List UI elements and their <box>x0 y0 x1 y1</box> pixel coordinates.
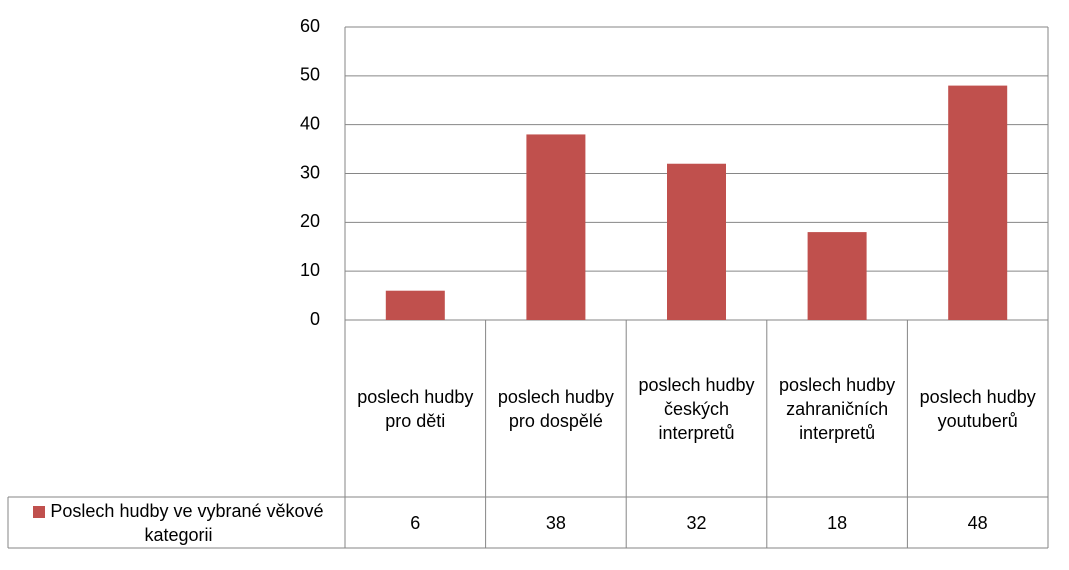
table-value: 38 <box>545 512 566 533</box>
table-value: 18 <box>827 512 848 533</box>
y-tick-label: 20 <box>300 211 320 231</box>
category-label: poslech hudby zahraničních interpretů <box>779 374 896 443</box>
table-value: 32 <box>686 512 707 533</box>
bar <box>807 232 867 320</box>
y-tick-label: 10 <box>300 260 320 280</box>
legend-label: Poslech hudby ve vybrané věkové kategori… <box>50 500 324 545</box>
table-value: 6 <box>410 512 421 533</box>
bar <box>948 85 1008 320</box>
bar <box>385 290 445 320</box>
category-label: poslech hudby českých interpretů <box>638 374 755 443</box>
table-value: 48 <box>967 512 988 533</box>
legend-cell: Poslech hudby ve vybrané věkové kategori… <box>8 497 345 548</box>
y-tick-label: 40 <box>300 113 320 133</box>
legend-entry: Poslech hudby ve vybrané věkové kategori… <box>18 499 339 547</box>
y-tick-label: 50 <box>300 65 320 85</box>
category-label: poslech hudby pro děti <box>357 386 474 431</box>
y-tick-label: 30 <box>300 162 320 182</box>
y-tick-label: 0 <box>310 309 320 329</box>
category-label: poslech hudby pro dospělé <box>497 386 614 431</box>
legend-swatch <box>33 505 46 518</box>
category-label: poslech hudby youtuberů <box>919 386 1036 431</box>
y-tick-label: 60 <box>300 16 320 36</box>
bar <box>667 163 726 320</box>
bar <box>526 134 586 320</box>
